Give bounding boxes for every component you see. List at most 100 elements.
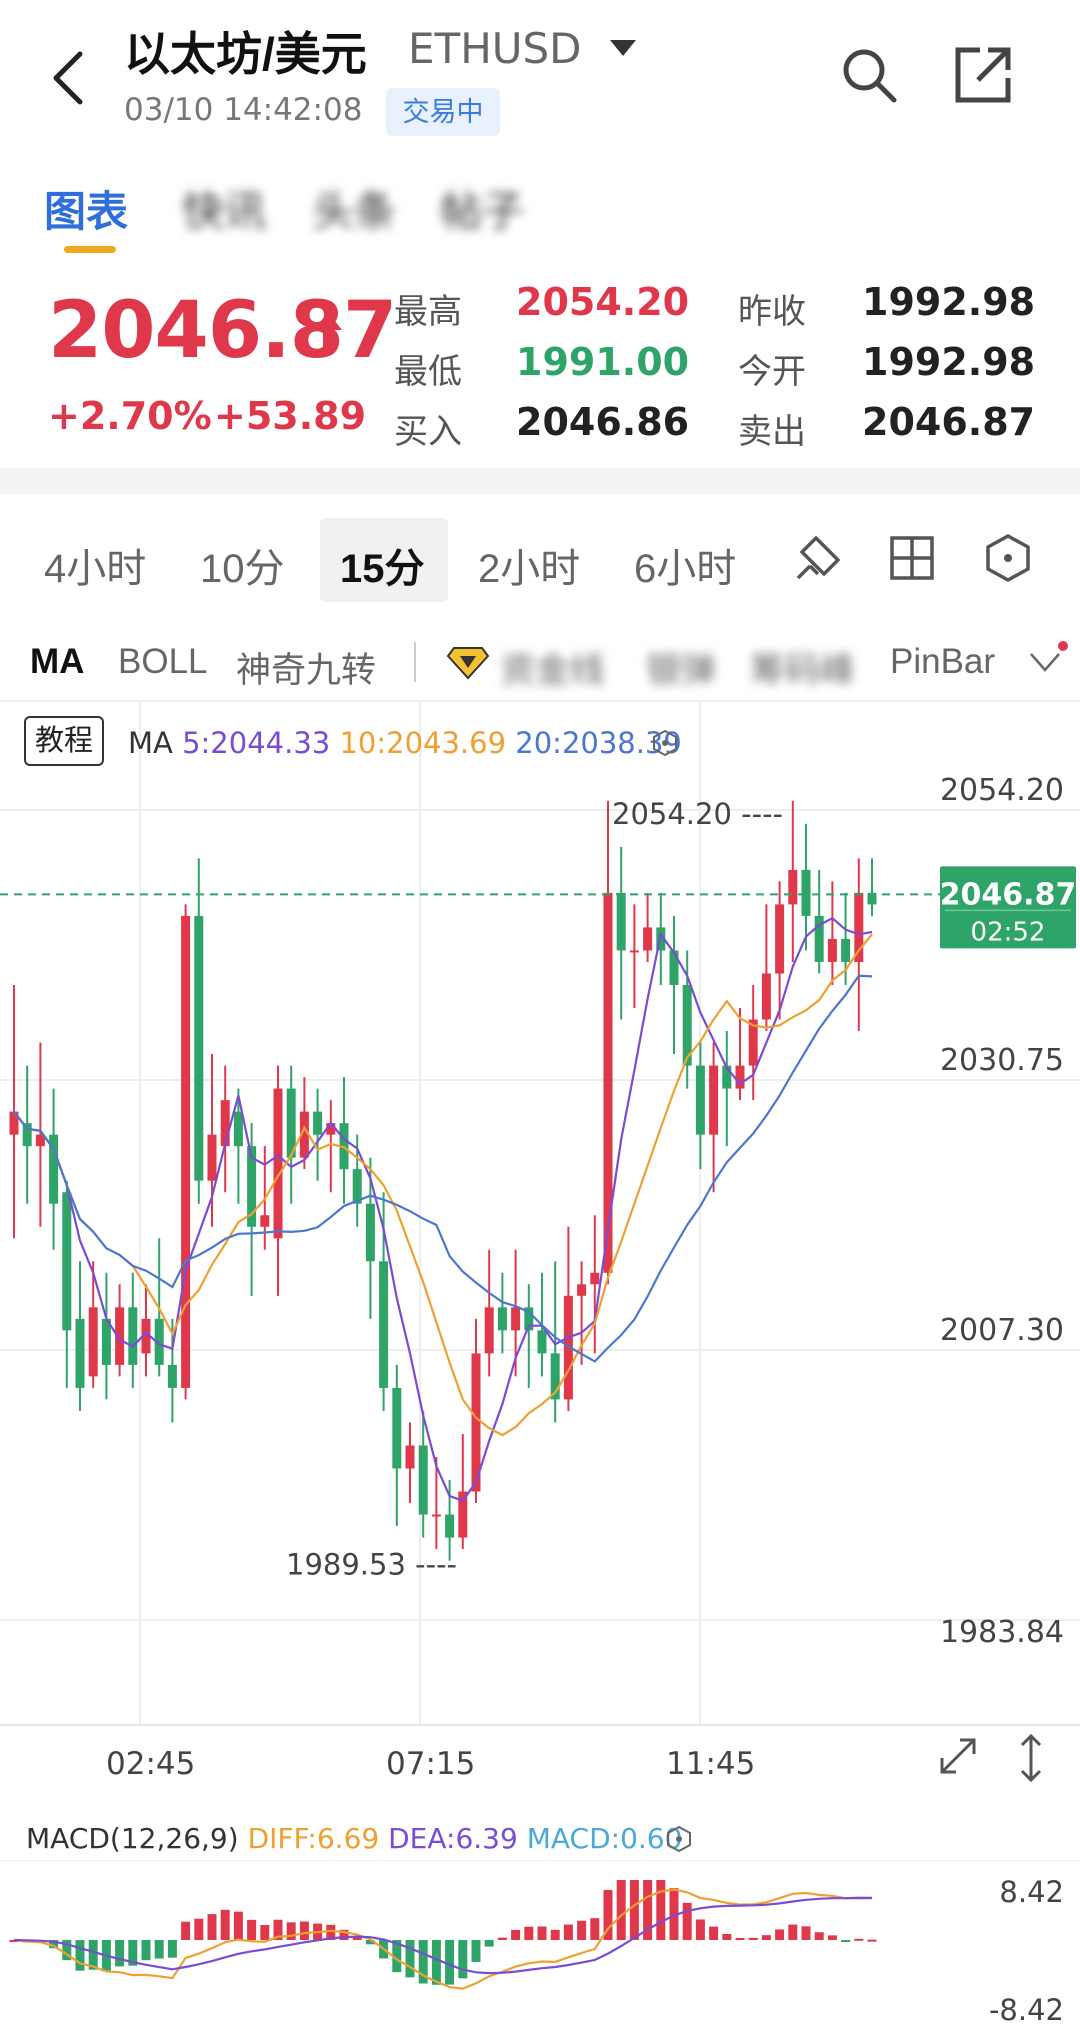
macd-settings-icon[interactable] (664, 1824, 694, 1854)
tab-chart[interactable]: 图表 (44, 188, 129, 235)
candle-body (260, 1215, 270, 1227)
candle-body (339, 1123, 349, 1170)
macd-bar (75, 1940, 85, 1971)
candle-body (392, 1387, 402, 1469)
candle-body (511, 1307, 521, 1331)
candle-body (273, 1088, 283, 1239)
macd-bar (841, 1940, 851, 1942)
macd-bar (273, 1919, 283, 1940)
symbol-label[interactable]: ETHUSD (408, 24, 582, 73)
candle-body (761, 973, 771, 1020)
macd-bar (511, 1929, 521, 1940)
macd-bar (247, 1919, 257, 1940)
tab-news[interactable]: 快讯 (182, 188, 267, 235)
tutorial-button[interactable]: 教程 (24, 716, 104, 766)
notification-dot (1058, 641, 1068, 651)
macd-bar (695, 1919, 705, 1940)
bid-value: 2046.86 (516, 400, 690, 444)
section-divider (0, 468, 1080, 494)
candle-body (616, 892, 626, 951)
draw-tool-icon[interactable] (788, 528, 848, 588)
indicator-bullet[interactable]: 银弹 (646, 651, 717, 690)
indicator-divider (414, 642, 416, 682)
layout-grid-icon[interactable] (882, 528, 942, 588)
period-10m[interactable]: 10分 (200, 547, 285, 591)
candlestick-chart[interactable]: 2054.20 2030.75 2007.30 1983.84 2046.87 02:5… (0, 700, 1080, 1800)
y-axis-label: 2030.75 (940, 1043, 1064, 1078)
ask-label: 卖出 (738, 413, 806, 451)
vertical-expand-icon[interactable] (1014, 1732, 1048, 1784)
candle-body (445, 1514, 455, 1538)
caret-down-icon[interactable] (608, 38, 638, 58)
indicator-chip[interactable]: 筹码峰 (750, 651, 856, 690)
settings-hex-icon[interactable] (978, 528, 1038, 588)
macd-bar (233, 1911, 243, 1940)
macd-bar (801, 1926, 811, 1940)
candle-body (181, 915, 191, 1388)
candle-body (550, 1353, 560, 1400)
macd-bar (286, 1922, 296, 1940)
prev-close-value: 1992.98 (862, 280, 1036, 324)
candle-body (788, 869, 798, 905)
share-icon[interactable] (952, 44, 1014, 106)
chevron-down-icon[interactable] (1028, 650, 1062, 674)
macd-dea: DEA:6.39 (388, 1822, 518, 1855)
period-15m[interactable]: 15分 (340, 547, 425, 591)
candle-body (722, 1065, 732, 1089)
macd-bar (669, 1888, 679, 1940)
change-amount: +53.89 (214, 394, 367, 438)
y-axis-label: 2007.30 (940, 1313, 1064, 1348)
candle-body (603, 892, 613, 1273)
indicator-ma[interactable]: MA (30, 642, 85, 681)
macd-bar (656, 1880, 666, 1940)
ma-settings-icon[interactable] (650, 728, 680, 758)
macd-bar (445, 1940, 455, 1985)
period-6h[interactable]: 6小时 (634, 547, 737, 591)
candle-body (247, 1146, 257, 1227)
candle-body (827, 938, 837, 962)
x-label-1: 02:45 (106, 1746, 196, 1782)
macd-bar (220, 1909, 230, 1940)
candle-body (418, 1445, 428, 1515)
macd-legend: MACD(12,26,9) DIFF:6.69 DEA:6.39 MACD:0.… (26, 1822, 682, 1855)
macd-chart: 8.42 -8.42 (0, 1860, 1080, 2027)
x-label-3: 11:45 (666, 1746, 756, 1782)
fullscreen-icon[interactable] (934, 1732, 982, 1780)
candle-body (814, 915, 824, 962)
tab-posts[interactable]: 帖子 (440, 188, 525, 235)
tab-headlines[interactable]: 头条 (312, 188, 397, 235)
macd-bar (748, 1937, 758, 1940)
macd-bar (326, 1924, 336, 1940)
macd-bar (141, 1940, 151, 1961)
macd-bar (128, 1940, 138, 1966)
macd-bar (167, 1940, 177, 1958)
indicator-boll[interactable]: BOLL (118, 642, 208, 681)
period-4h[interactable]: 4小时 (44, 547, 147, 591)
candle-body (9, 1111, 19, 1135)
indicator-td[interactable]: 神奇九转 (236, 651, 377, 690)
page-title: 以太坊/美元 (124, 28, 367, 80)
high-label: 最高 (394, 293, 462, 331)
diff-line (13, 1888, 873, 1990)
candle-body (35, 1134, 45, 1147)
back-arrow-icon[interactable] (48, 48, 92, 108)
candle-body (841, 938, 851, 962)
period-2h[interactable]: 2小时 (478, 547, 581, 591)
candle-body (695, 1065, 705, 1135)
search-icon[interactable] (838, 44, 900, 106)
last-price: 2046.87 (48, 286, 397, 376)
last-price-label: 2046.87 (940, 877, 1077, 912)
indicator-pinbar[interactable]: PinBar (890, 642, 996, 681)
candle-body (577, 1284, 587, 1296)
candle-body (154, 1318, 164, 1365)
macd-bar (761, 1935, 771, 1940)
macd-bar (365, 1940, 375, 1945)
status-badge: 交易中 (386, 88, 500, 136)
candle-body (88, 1307, 98, 1377)
macd-bar (431, 1940, 441, 1985)
macd-bar (788, 1924, 798, 1940)
ma-legend-title: MA (128, 726, 173, 760)
candle-body (233, 1111, 243, 1147)
indicator-fund[interactable]: 资金线 (500, 651, 606, 690)
bid-label: 买入 (394, 413, 462, 451)
